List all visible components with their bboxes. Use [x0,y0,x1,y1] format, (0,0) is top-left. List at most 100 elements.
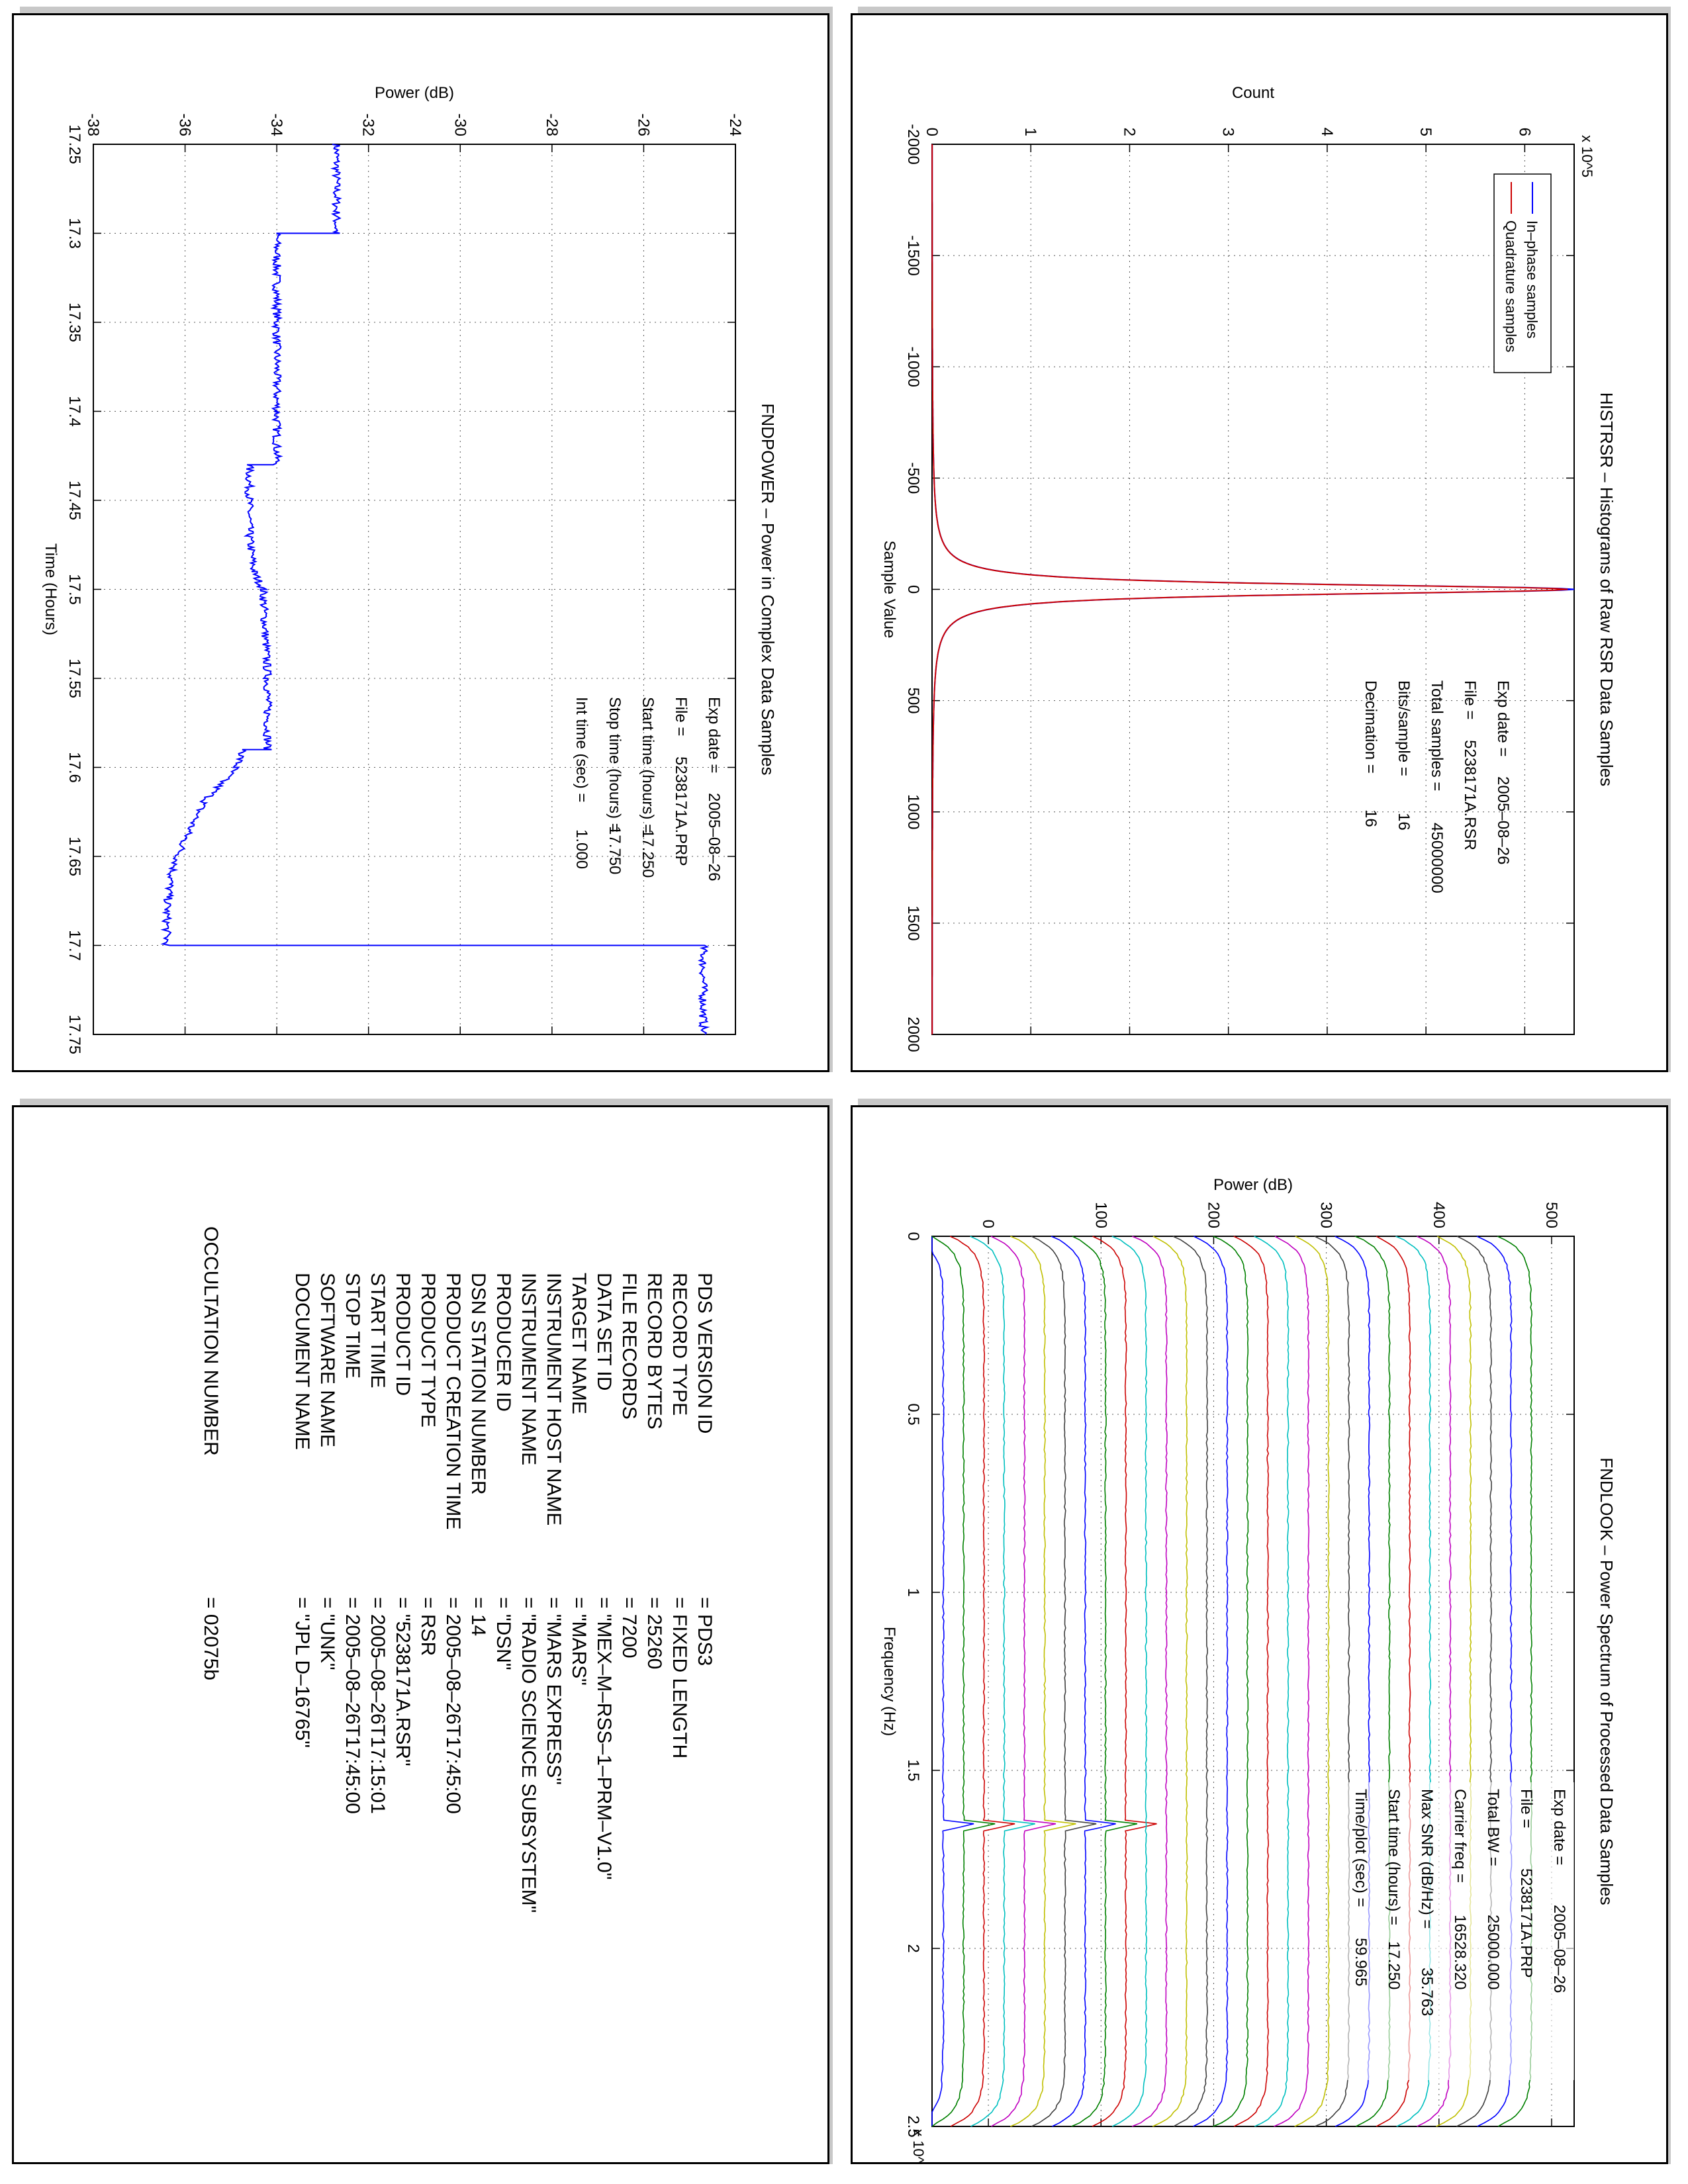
fndlook-ytick-label: 400 [1430,1202,1448,1228]
pds-label-value: = 02075b [200,1597,222,1680]
histrsr-xtick-label: 2000 [904,1017,922,1052]
fndlook-xtick-label: 2 [904,1944,922,1952]
pds-label-key: TARGET NAME [568,1273,590,1414]
fndpower-ytick-label: -34 [267,113,285,136]
fndpower-ytick-label: -36 [176,113,194,136]
fndlook-spectrum-line [1172,1236,1209,2127]
pds-label-value: = 2005–08–26T17:15:01 [367,1597,389,1814]
fndlook-info-value: 16528.320 [1451,1915,1469,1989]
pds-label-key: PRODUCT ID [392,1273,414,1396]
fndlook-spectrum-line [1111,1236,1148,2127]
histrsr-info-label: Bits/sample = [1395,680,1413,776]
fndpower-xtick-label: 17.3 [66,218,83,249]
histrsr-ytick-label: 2 [1120,128,1138,136]
fndlook-spectrum-line [931,1236,996,2127]
fndpower-info-value: 17.750 [606,826,624,874]
fndlook-spectrum-line [949,1236,1015,2127]
fndlook-spectrum-line [1294,1236,1330,2127]
histrsr-ytick-label: 0 [923,128,941,136]
fndlook-title: FNDLOOK – Power Spectrum of Processed Da… [1597,1457,1617,1905]
fndpower-xtick-label: 17.65 [66,837,83,876]
fndpower-rotated: 17.25 17.3 17.35 17.4 17.45 17.5 17.55 17.6 17.6… [14,15,827,1070]
fndlook-ytick-label: 200 [1204,1202,1222,1228]
fndpower-title: FNDPOWER – Power in Complex Data Samples [758,403,778,775]
fndlook-xlabel: Frequency (Hz) [880,1627,898,1736]
fndpower-ytick-label: -24 [726,113,744,136]
fndlook-ytick-label: 300 [1317,1202,1335,1228]
histrsr-info-label: Exp date = [1494,680,1512,756]
histrsr-y-exponent: x 10^5 [1579,135,1595,177]
fndpower-xtick-label: 17.75 [66,1015,83,1054]
fndlook-xtick-label: 0.5 [904,1403,922,1425]
fndpower-xtick-label: 17.35 [66,302,83,342]
histrsr-info-label: Total samples = [1428,680,1446,791]
histrsr-legend-label: Quadrature samples [1503,220,1519,352]
pds-label-key: DATA SET ID [593,1273,615,1391]
fndpower-ytick-label: -32 [359,113,377,136]
fndlook-chart: 0 0.5 1 1.5 2 2.5 0 100 200 300 400 500 FNDLOOK – Po… [880,1176,1617,2162]
histrsr-panel: -2000 -1500 -1000 -500 0 500 1000 1500 2000 0 1 2 3 4… [851,13,1668,1072]
fndlook-info-label: Start time (hours) = [1385,1789,1403,1925]
histrsr-xtick-label: 500 [904,688,922,714]
histrsr-chart: -2000 -1500 -1000 -500 0 500 1000 1500 2000 0 1 2 3 4… [880,84,1617,1052]
histrsr-series-line [931,144,1568,1034]
histrsr-legend-label: In–phase samples [1524,220,1540,339]
fndpower-info-label: Start time (hours) = [639,697,657,833]
pds-label-key: RECORD TYPE [669,1273,690,1416]
fndlook-info-bg [1336,1782,1574,2080]
fndpower-ylabel: Power (dB) [375,84,454,102]
fndlook-info-value: 17.250 [1385,1941,1403,1989]
fndlook-info-value: 5238171A.PRP [1517,1868,1535,1978]
fndlook-spectrum-line [990,1236,1056,2127]
histrsr-ylabel: Count [1232,84,1274,102]
pds-label-key: DSN STATION NUMBER [467,1273,489,1495]
fndlook-info-label: Exp date = [1550,1789,1568,1865]
pds-label-key: RECORD BYTES [643,1273,665,1430]
histrsr-xtick-label: 0 [904,585,922,594]
histrsr-ytick-label: 1 [1021,128,1039,136]
pds-label-key: STOP TIME [342,1273,363,1379]
fndlook-info-label: Total BW = [1484,1789,1502,1866]
fndpower-ytick-label: -38 [84,113,102,136]
pds-label-value: = 25260 [643,1597,665,1670]
pds-label-key: START TIME [367,1273,389,1388]
fndlook-spectrum-line [1254,1236,1289,2127]
pds-label-key: OCCULTATION NUMBER [200,1226,222,1456]
histrsr-info-value: 5238171A.RSR [1461,740,1479,850]
histrsr-xlabel: Sample Value [880,541,898,639]
histrsr-xtick-label: 1500 [904,905,922,940]
fndpower-series-line [160,144,710,1035]
pds-label-key: PRODUCT TYPE [417,1273,439,1428]
histrsr-ytick-label: 5 [1417,128,1434,136]
fndlook-spectrum-line [1152,1236,1188,2127]
fndpower-axes-box [93,144,736,1035]
pds-label-key: SOFTWARE NAME [316,1273,338,1447]
histrsr-title: HISTRSR – Histograms of Raw RSR Data Sam… [1597,392,1617,786]
histrsr-xtick-label: -1500 [904,235,922,275]
histrsr-info-value: 45000000 [1428,823,1446,893]
fndpower-info-label: Int time (sec) = [573,697,590,802]
fndpower-xlabel: Time (Hours) [42,543,60,635]
pds-label-value: = 14 [467,1597,489,1637]
fndpower-xtick-label: 17.4 [66,396,83,427]
fndlook-info-label: Time/plot (sec) = [1352,1789,1370,1907]
histrsr-info-value: 2005–08–26 [1494,776,1512,864]
fndlook-xtick-label: 2.5 [904,2115,922,2137]
fndpower-xtick-label: 17.55 [66,659,83,698]
fndpower-xtick-label: 17.45 [66,480,83,520]
histrsr-info-label: File = [1461,680,1479,719]
histrsr-info-value: 16 [1395,813,1413,831]
pds-label-key: PRODUCER ID [492,1273,514,1412]
fndlook-panel: 0 0.5 1 1.5 2 2.5 0 100 200 300 400 500 FNDLOOK – Po… [851,1105,1668,2164]
fndpower-info-label: Exp date = [705,697,723,773]
histrsr-info-label: Decimation = [1362,680,1380,774]
fndlook-info-value: 25000.000 [1484,1915,1502,1989]
fndlook-spectrum-line [1193,1236,1229,2127]
fndpower-info-value: 2005–08–26 [705,793,723,881]
fndlook-spectrum-line [1131,1236,1168,2127]
pds-label-value: = 2005–08–26T17:45:00 [442,1597,464,1814]
pds-label-value: = "JPL D–16765" [291,1597,313,1748]
fndlook-spectrum-line [1071,1236,1138,2127]
pds-label-key: DOCUMENT NAME [291,1273,313,1450]
pds-label-value: = "RADIO SCIENCE SUBSYSTEM" [518,1597,539,1913]
